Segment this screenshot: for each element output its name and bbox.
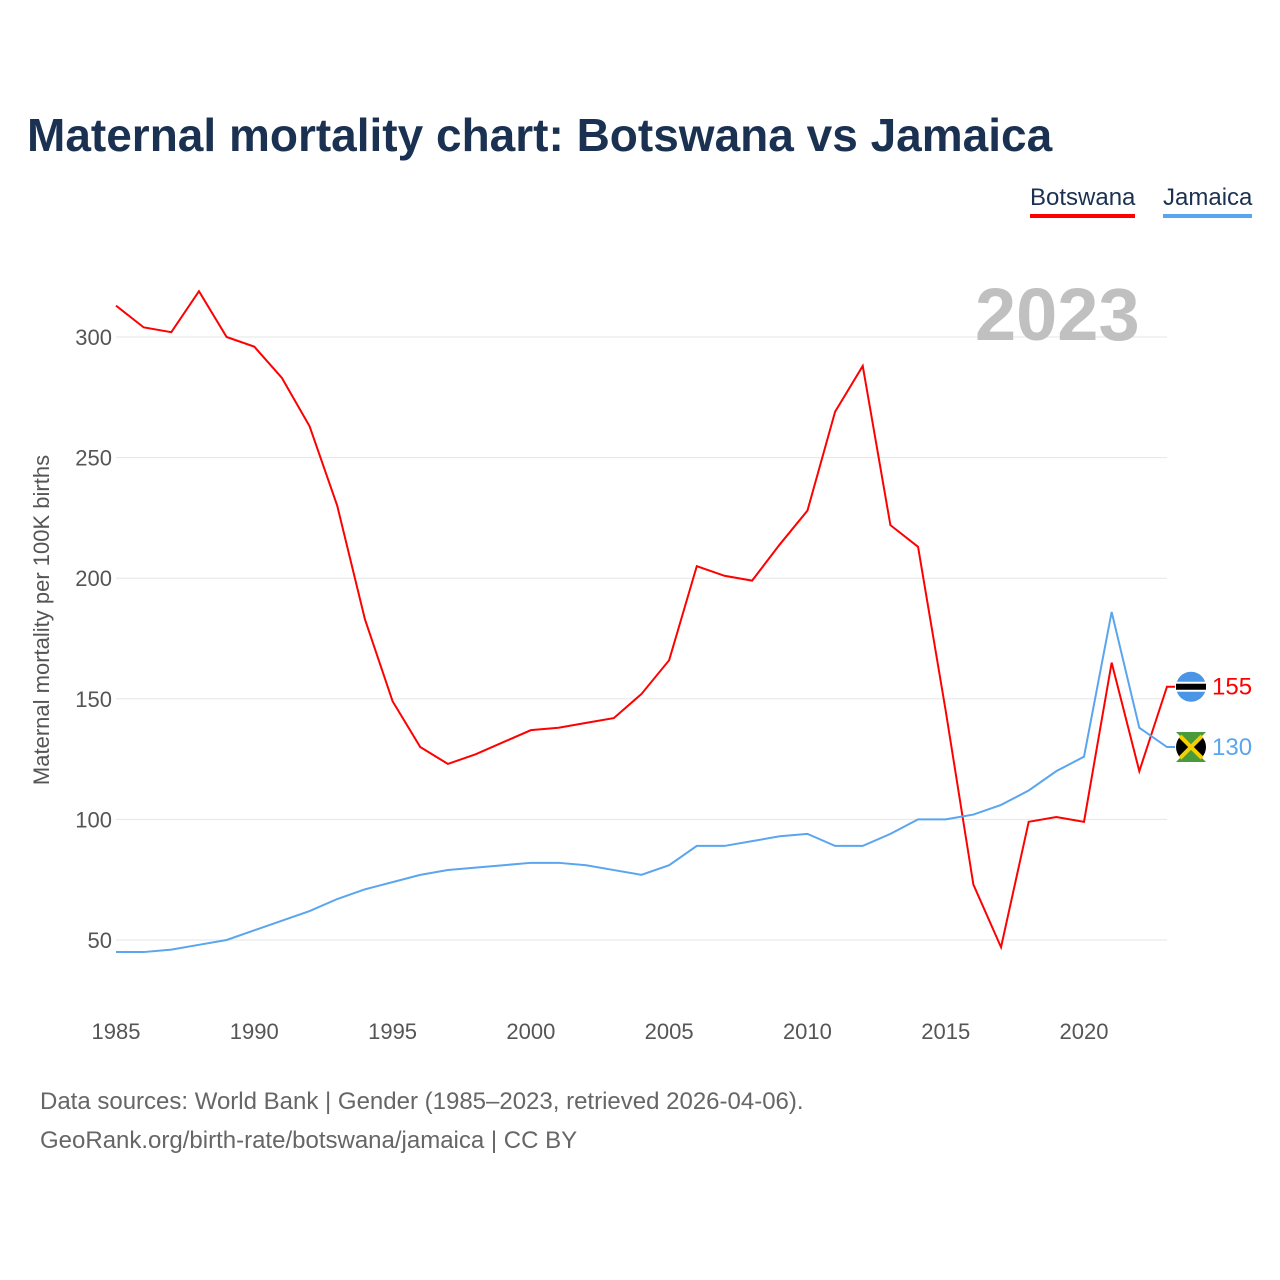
end-value-label: 130 (1212, 734, 1252, 761)
series-line-botswana (115, 289, 1175, 951)
x-tick-label: 1985 (92, 1019, 141, 1044)
y-tick-label: 150 (75, 687, 112, 712)
x-tick-label: 2015 (921, 1019, 970, 1044)
legend-jamaica[interactable]: Jamaica (1163, 184, 1253, 218)
footer-sources: Data sources: World Bank | Gender (1985–… (40, 1088, 804, 1115)
y-axis-label: Maternal mortality per 100K births (29, 454, 54, 786)
y-tick-label: 250 (75, 446, 112, 471)
chart-title: Maternal mortality chart: Botswana vs Ja… (27, 109, 1053, 161)
x-tick-label: 2005 (645, 1019, 694, 1044)
end-value-label: 155 (1212, 674, 1252, 701)
footer-attribution: GeoRank.org/birth-rate/botswana/jamaica … (40, 1127, 578, 1154)
y-tick-label: 200 (75, 566, 112, 591)
x-tick-label: 1990 (230, 1019, 279, 1044)
series-line-jamaica (116, 611, 1175, 954)
x-tick-label: 2000 (506, 1019, 555, 1044)
y-tick-label: 100 (75, 807, 112, 832)
y-tick-label: 300 (75, 325, 112, 350)
x-tick-label: 1995 (368, 1019, 417, 1044)
jamaica-flag-icon (1176, 732, 1206, 763)
y-tick-label: 50 (88, 928, 112, 953)
legend-botswana[interactable]: Botswana (1030, 184, 1136, 218)
year-label: 2023 (975, 273, 1140, 356)
botswana-flag-icon (1176, 671, 1206, 702)
x-tick-label: 2020 (1060, 1019, 1109, 1044)
x-tick-label: 2010 (783, 1019, 832, 1044)
